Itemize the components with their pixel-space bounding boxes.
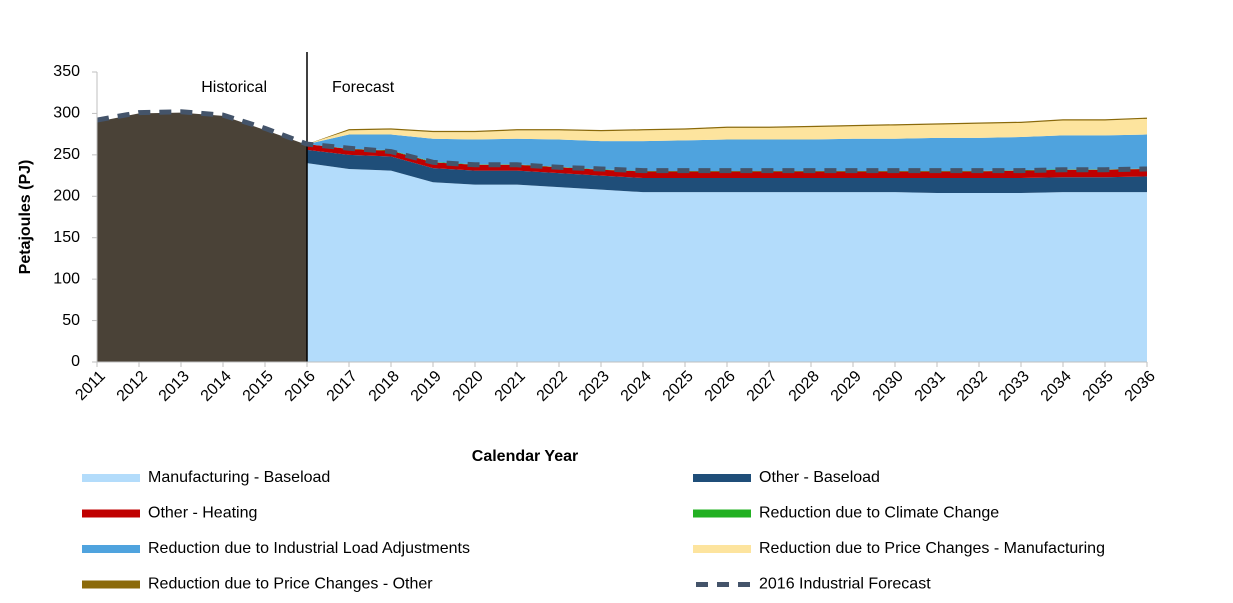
area	[307, 118, 1147, 145]
y-tick-label: 0	[71, 353, 80, 370]
legend-label: Manufacturing - Baseload	[148, 469, 330, 486]
y-tick-label: 250	[53, 146, 80, 163]
legend-swatch	[82, 509, 140, 518]
legend-label: Other - Heating	[148, 505, 257, 522]
legend-swatch	[82, 545, 140, 553]
legend-swatch	[693, 545, 751, 553]
legend-label: Reduction due to Price Changes - Other	[148, 576, 433, 593]
area	[307, 149, 1147, 193]
annotation: Forecast	[332, 79, 395, 96]
legend-label: Reduction due to Climate Change	[759, 505, 999, 522]
legend-label: Other - Baseload	[759, 469, 880, 486]
legend-label: Reduction due to Price Changes - Manufac…	[759, 540, 1105, 557]
annotation: Historical	[201, 79, 267, 96]
legend-swatch	[82, 580, 140, 589]
legend-swatch	[693, 509, 751, 518]
legend-swatch	[693, 474, 751, 482]
area	[307, 144, 1147, 179]
x-axis-label: Calendar Year	[472, 448, 578, 465]
y-tick-label: 300	[53, 105, 80, 122]
legend-label: 2016 Industrial Forecast	[759, 576, 931, 593]
legend-swatch	[82, 474, 140, 482]
area	[307, 117, 1147, 145]
area	[307, 163, 1147, 362]
y-tick-label: 50	[62, 312, 80, 329]
y-tick-label: 150	[53, 229, 80, 246]
y-tick-label: 200	[53, 188, 80, 205]
y-tick-label: 350	[53, 63, 80, 80]
legend-label: Reduction due to Industrial Load Adjustm…	[148, 540, 470, 557]
y-axis-label: Petajoules (PJ)	[17, 160, 34, 275]
area	[307, 134, 1147, 172]
forecast-line	[96, 109, 1148, 174]
y-tick-label: 100	[53, 270, 80, 287]
historical-area	[97, 112, 307, 362]
